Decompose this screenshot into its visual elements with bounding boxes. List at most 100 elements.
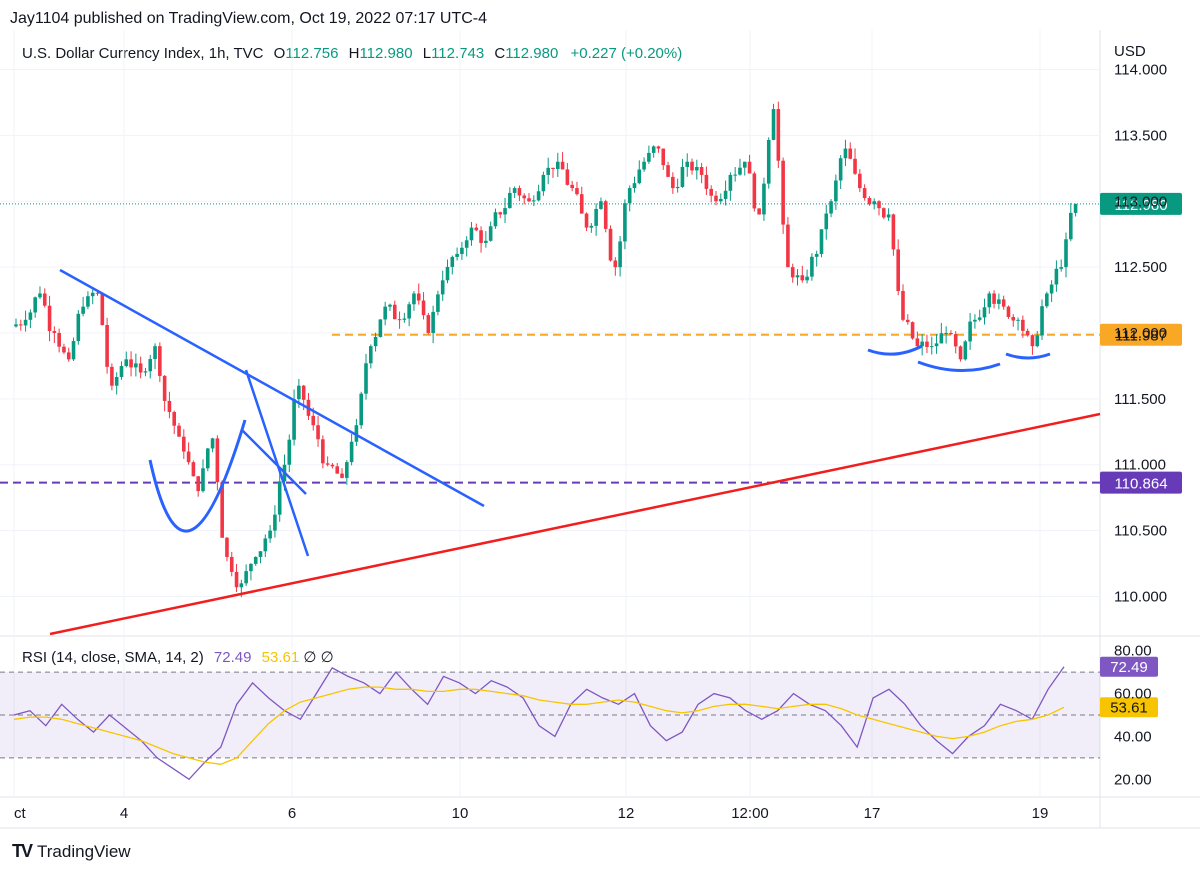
candle-body: [416, 293, 421, 301]
candle-body: [1001, 299, 1006, 307]
candle-body: [129, 359, 133, 368]
time-tick-label: 6: [288, 805, 296, 822]
candle-body: [76, 313, 81, 342]
candle-body: [114, 376, 119, 386]
candle-body: [910, 322, 915, 339]
candle-body: [1016, 319, 1020, 321]
candle-body: [38, 293, 42, 298]
price-tick-label: 112.000: [1114, 325, 1167, 342]
candle-body: [1073, 203, 1078, 213]
candle-body: [637, 169, 642, 184]
candle-body: [742, 161, 747, 168]
candle-body: [392, 304, 397, 320]
candle-body: [201, 468, 205, 492]
candle-body: [618, 241, 622, 268]
sma-legend-value: 53.61: [261, 649, 300, 666]
candle-body: [1040, 306, 1044, 336]
candle-body: [182, 436, 186, 452]
candle-body: [1045, 293, 1049, 307]
rsi-tick-label: 80.00: [1114, 643, 1152, 660]
candle-body: [541, 174, 546, 192]
last-price-label: 112.980: [1114, 197, 1167, 214]
candle-body: [1006, 306, 1011, 317]
rsi-extra: ∅ ∅: [303, 649, 334, 666]
candle-body: [158, 346, 162, 376]
candle-body: [66, 352, 71, 360]
candle-body: [359, 393, 364, 426]
candle-body: [172, 412, 177, 426]
candle-body: [829, 201, 833, 214]
candle-body: [316, 425, 320, 440]
candle-body: [263, 538, 268, 552]
candle-body: [781, 160, 785, 225]
close-label: C: [494, 45, 506, 62]
rsi-tick-label: 40.00: [1114, 728, 1152, 745]
candle-body: [690, 161, 694, 171]
publisher-header: Jay1104 published on TradingView.com, Oc…: [10, 10, 488, 27]
candle-body: [23, 319, 28, 326]
sma-line: [13, 686, 1065, 765]
candle-body: [939, 333, 944, 344]
candle-body: [699, 166, 704, 175]
candle-body: [920, 341, 924, 347]
candle-body: [613, 260, 618, 268]
candle-body: [407, 304, 411, 319]
candle-body: [100, 293, 105, 326]
candle-body: [834, 180, 838, 202]
rsi-line: [13, 666, 1065, 781]
left-shoulder-arc: [867, 344, 923, 356]
candle-body: [1035, 335, 1040, 347]
support-level-label: 110.864: [1114, 476, 1167, 493]
candle-body: [752, 173, 757, 209]
candle-body: [215, 438, 220, 483]
candle-body: [695, 166, 699, 171]
time-tick-label: 12:00: [731, 805, 769, 822]
rsi-value-text: 72.49: [1110, 659, 1148, 676]
candle-body: [953, 334, 958, 347]
candle-body: [14, 324, 18, 327]
candle-body: [623, 203, 627, 242]
candle-body: [373, 336, 378, 347]
candle-body: [762, 183, 766, 215]
sma-value-text: 53.61: [1110, 699, 1148, 716]
sma-value-badge: [1100, 697, 1158, 718]
candle-body: [249, 563, 253, 572]
candle-body: [934, 343, 939, 347]
candle-body: [858, 173, 862, 189]
candle-body: [949, 333, 953, 335]
candle-body: [680, 166, 685, 187]
candle-body: [18, 324, 23, 326]
candle-body: [819, 229, 824, 254]
candle-body: [896, 249, 900, 291]
candle-body: [1011, 316, 1016, 321]
candle-body: [47, 305, 52, 332]
candle-body: [877, 201, 881, 209]
symbol-label: U.S. Dollar Currency Index, 1h, TVC: [22, 45, 264, 62]
time-tick-label: 4: [120, 805, 128, 822]
tradingview-brand[interactable]: TV TradingView: [12, 841, 131, 862]
candle-body: [925, 341, 929, 347]
candle-body: [301, 385, 306, 400]
candle-body: [297, 385, 301, 400]
time-tick-label: 10: [452, 805, 469, 822]
candle-body: [71, 341, 76, 360]
candle-body: [81, 306, 85, 314]
candle-body: [795, 275, 800, 278]
candle-body: [460, 247, 464, 254]
candle-body: [388, 304, 392, 307]
candle-body: [570, 184, 574, 189]
resistance-level-label: 111.987: [1115, 328, 1167, 345]
candle-body: [671, 176, 675, 189]
price-tick-label: 113.000: [1114, 193, 1167, 210]
candle-body: [517, 188, 522, 196]
candle-body: [205, 448, 210, 469]
candle-body: [1059, 267, 1064, 269]
rsi-label: RSI (14, close, SMA, 14, 2): [22, 649, 204, 666]
candle-body: [738, 167, 742, 175]
candle-body: [882, 208, 886, 218]
candle-body: [814, 253, 819, 257]
price-tick-label: 114.000: [1114, 62, 1167, 79]
candle-body: [364, 363, 368, 394]
candle-body: [977, 317, 982, 320]
